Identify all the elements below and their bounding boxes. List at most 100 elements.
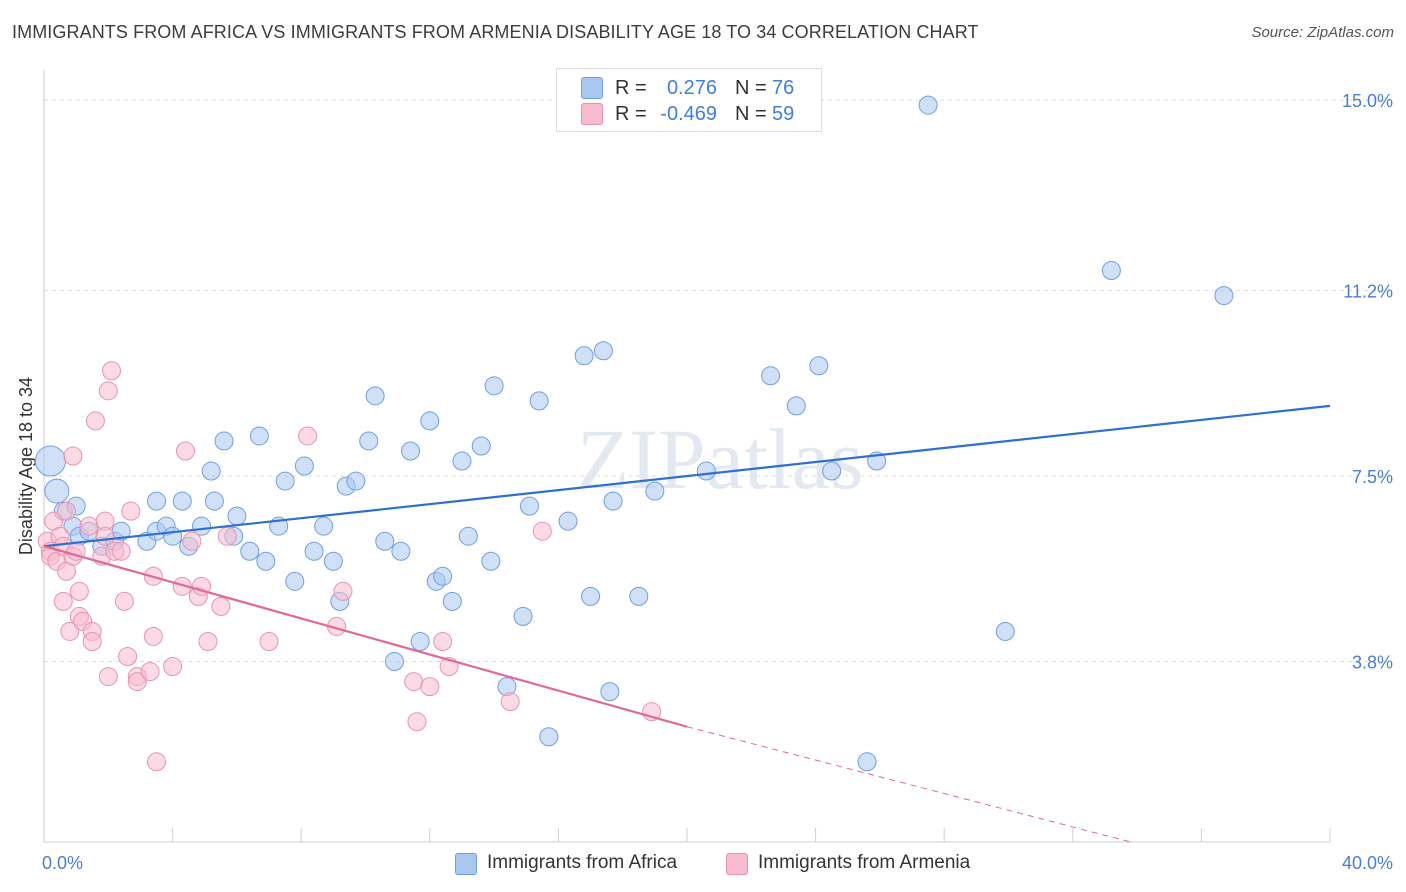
africa-point xyxy=(44,478,70,504)
legend-label: Immigrants from Africa xyxy=(487,852,678,873)
africa-point xyxy=(857,752,877,772)
africa-point xyxy=(696,461,716,481)
africa-point xyxy=(484,376,504,396)
armenia-point xyxy=(298,426,318,446)
armenia-point xyxy=(57,501,77,521)
n-value: 59 xyxy=(772,103,795,125)
africa-point xyxy=(285,571,305,591)
armenia-point xyxy=(211,596,231,616)
africa-point xyxy=(558,511,578,531)
armenia-point xyxy=(163,657,183,677)
africa-point xyxy=(603,491,623,511)
africa-point xyxy=(645,481,665,501)
africa-point xyxy=(275,471,295,491)
africa-point xyxy=(346,471,366,491)
n-label: N = xyxy=(735,103,767,125)
africa-point xyxy=(391,541,411,561)
africa-swatch xyxy=(581,77,603,99)
y-tick-label: 3.8% xyxy=(1352,653,1393,673)
armenia-point xyxy=(127,672,147,692)
armenia-point xyxy=(404,672,424,692)
africa-point xyxy=(147,491,167,511)
r-value: 0.276 xyxy=(666,77,717,99)
africa-point xyxy=(375,531,395,551)
source-label: Source: ZipAtlas.com xyxy=(1251,24,1394,41)
africa-point xyxy=(172,491,192,511)
armenia-point xyxy=(333,581,353,601)
africa-point xyxy=(34,445,66,477)
watermark: ZIPatlas xyxy=(577,411,864,507)
armenia-point xyxy=(420,677,440,697)
armenia-point xyxy=(118,647,138,667)
africa-swatch xyxy=(455,853,477,875)
armenia-point xyxy=(217,526,237,546)
r-label: R = xyxy=(615,77,647,99)
africa-point xyxy=(420,411,440,431)
armenia-point xyxy=(53,591,73,611)
africa-trend-line xyxy=(43,404,1331,548)
armenia-point xyxy=(259,631,279,651)
africa-point xyxy=(519,496,539,516)
armenia-point xyxy=(85,411,105,431)
africa-point xyxy=(574,346,594,366)
africa-point xyxy=(192,516,212,536)
armenia-swatch xyxy=(726,853,748,875)
r-value: -0.469 xyxy=(660,103,717,125)
africa-point xyxy=(442,591,462,611)
africa-point xyxy=(1214,286,1234,306)
armenia-point xyxy=(63,446,83,466)
africa-point xyxy=(481,551,501,571)
africa-point xyxy=(513,606,533,626)
legend-label: Immigrants from Armenia xyxy=(758,852,971,873)
africa-point xyxy=(204,491,224,511)
armenia-point xyxy=(433,631,453,651)
africa-point xyxy=(918,95,938,115)
africa-point xyxy=(761,366,781,386)
armenia-point xyxy=(121,501,141,521)
armenia-point xyxy=(102,361,122,381)
africa-point xyxy=(227,506,247,526)
africa-point xyxy=(581,586,601,606)
n-label: N = xyxy=(735,77,767,99)
series-legend: Immigrants from Africa Immigrants from A… xyxy=(0,852,1406,878)
armenia-trend-extension xyxy=(686,726,1131,843)
africa-point xyxy=(201,461,221,481)
x-tick-label: 40.0% xyxy=(1342,853,1393,873)
africa-point xyxy=(401,441,421,461)
africa-point xyxy=(593,341,613,361)
armenia-point xyxy=(198,631,218,651)
x-tick-label: 0.0% xyxy=(42,853,83,873)
y-axis-label: Disability Age 18 to 34 xyxy=(16,377,36,555)
africa-point xyxy=(365,386,385,406)
armenia-point xyxy=(175,441,195,461)
africa-point xyxy=(314,516,334,536)
armenia-swatch xyxy=(581,103,603,125)
africa-point xyxy=(384,652,404,672)
armenia-point xyxy=(111,541,131,561)
africa-point xyxy=(995,621,1015,641)
africa-point xyxy=(249,426,269,446)
africa-point xyxy=(359,431,379,451)
africa-point xyxy=(214,431,234,451)
r-label: R = xyxy=(615,103,647,125)
armenia-point xyxy=(114,591,134,611)
n-value: 76 xyxy=(772,77,795,99)
africa-point xyxy=(410,631,430,651)
y-tick-label: 7.5% xyxy=(1352,467,1393,487)
armenia-point xyxy=(532,521,552,541)
armenia-point xyxy=(60,621,80,641)
armenia-point xyxy=(500,692,520,712)
armenia-point xyxy=(79,516,99,536)
africa-point xyxy=(629,586,649,606)
africa-point xyxy=(452,451,472,471)
armenia-point xyxy=(172,576,192,596)
africa-point xyxy=(163,526,183,546)
chart-title: IMMIGRANTS FROM AFRICA VS IMMIGRANTS FRO… xyxy=(12,22,979,42)
armenia-point xyxy=(140,662,160,682)
armenia-trend-line xyxy=(43,545,688,728)
africa-point xyxy=(294,456,314,476)
africa-point xyxy=(458,526,478,546)
africa-point xyxy=(471,436,491,456)
armenia-point xyxy=(147,752,167,772)
